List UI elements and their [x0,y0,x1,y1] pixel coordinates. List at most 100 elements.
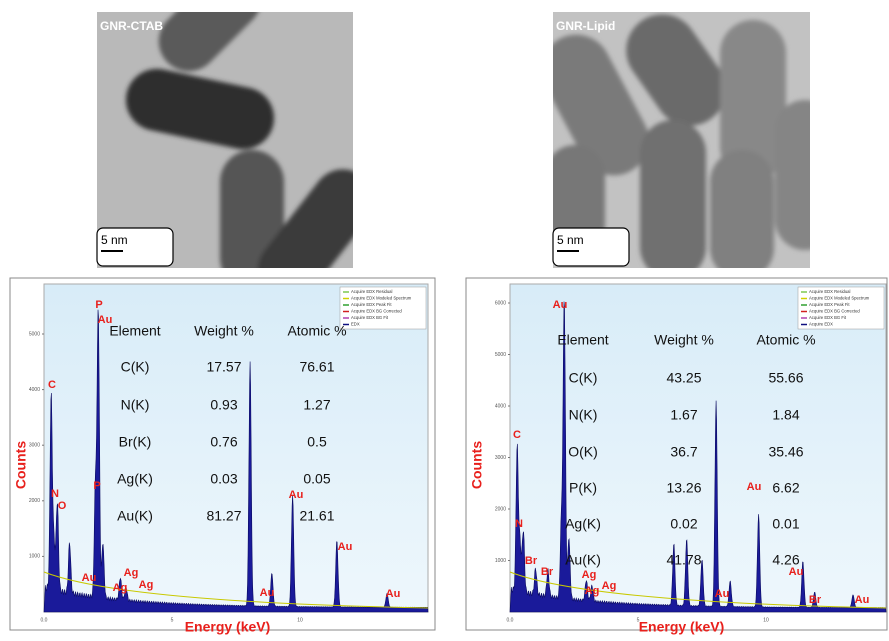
peak-label: Au [98,314,113,326]
peak-label: Au [715,588,730,600]
y-tick-label: 3000 [29,443,40,449]
y-tick-label: 3000 [495,455,506,461]
legend-entry: Acquire EDX Modeled Spectrum [351,296,412,301]
peak-label: N [51,488,59,500]
legend-entry: Acquire EDX BG Fit [809,315,847,320]
panel-label: GNR-Lipid [556,19,615,33]
y-tick-label: 1000 [495,558,506,564]
peak-label: O [58,500,67,512]
scale-bar-box [96,227,174,267]
table-cell: 17.57 [206,359,241,375]
peak-label: Au [386,588,401,600]
scale-bar-label: 5 nm [101,233,128,247]
peak-label: Au [789,566,804,578]
peak-label: Ag [124,567,139,579]
peak-label: Ag [585,585,600,597]
y-tick-label: 4000 [29,387,40,393]
table-cell: 4.26 [772,552,799,568]
peak-label: P [95,299,102,311]
peak-label: Br [809,594,822,606]
table-cell: Ag(K) [565,516,601,532]
peak-label: Au [553,299,568,311]
y-tick-label: 1000 [29,554,40,560]
table-cell: 1.27 [303,397,330,413]
legend-entry: Acquire EDX Peak Fit [351,302,392,307]
x-tick-label: 5 [171,617,174,623]
x-tick-label: 0.0 [41,617,48,623]
y-axis-label: Counts [469,441,485,489]
table-cell: Br(K) [119,434,152,450]
fit-line [43,571,429,609]
table-cell: 1.84 [772,407,799,423]
fit-line [509,571,887,609]
table-header: Weight % [194,323,254,339]
table-cell: 13.26 [666,480,701,496]
legend-entry: Acquire EDX BG Corrected [809,309,860,314]
table-cell: 1.67 [670,407,697,423]
y-tick-label: 2000 [29,498,40,504]
table-cell: 0.03 [210,471,237,487]
peak-label: C [48,379,56,391]
peak-label: Ag [602,580,617,592]
x-tick-label: 10 [763,617,769,623]
table-header: Atomic % [287,323,346,339]
table-header: Weight % [654,332,714,348]
table-cell: 0.5 [307,434,327,450]
table-cell: O(K) [568,444,598,460]
scale-bar-label: 5 nm [557,233,584,247]
peak-label: Ag [582,569,597,581]
legend-entry: Acquire EDX Modeled Spectrum [809,296,870,301]
peak-label: Au [855,594,870,606]
legend-entry: Acquire EDX [809,322,833,327]
peak-label: C [513,429,521,441]
table-cell: Au(K) [117,508,153,524]
table-cell: 76.61 [299,359,334,375]
table-cell: 35.46 [768,444,803,460]
peak-label: Au [260,587,275,599]
x-axis-label: Energy (keV) [185,619,271,635]
x-tick-label: 0.0 [507,617,514,623]
peak-label: N [515,518,523,530]
peak-label: Au [289,489,304,501]
peak-label: Au [338,541,353,553]
legend-box [797,286,885,330]
table-cell: P(K) [569,480,597,496]
x-tick-label: 5 [637,617,640,623]
legend-entry: Acquire EDX Residual [351,289,392,294]
y-tick-label: 4000 [495,403,506,409]
y-tick-label: 5000 [29,331,40,337]
table-cell: C(K) [569,370,598,386]
table-cell: 0.93 [210,397,237,413]
table-header: Element [109,323,160,339]
spectrum [43,309,429,613]
legend-entry: Acquire EDX Peak Fit [809,302,850,307]
table-cell: 43.25 [666,370,701,386]
table-cell: C(K) [121,359,150,375]
table-cell: 0.01 [772,516,799,532]
x-tick-label: 10 [297,617,303,623]
table-cell: 0.76 [210,434,237,450]
scale-bar-box [552,227,630,267]
y-tick-label: 5000 [495,352,506,358]
table-cell: 21.61 [299,508,334,524]
plot-area [509,283,887,613]
legend-entry: Acquire EDX BG Fit [351,315,389,320]
table-cell: Au(K) [565,552,601,568]
table-cell: N(K) [569,407,598,423]
tem-image [97,12,353,268]
legend-entry: EDX [351,322,360,327]
peak-label: Ag [139,579,154,591]
table-cell: 36.7 [670,444,697,460]
table-header: Element [557,332,608,348]
table-cell: N(K) [121,397,150,413]
table-cell: 55.66 [768,370,803,386]
spectrum [509,301,887,613]
legend-entry: Acquire EDX Residual [809,289,850,294]
peak-label: Au [747,481,762,493]
y-tick-label: 2000 [495,506,506,512]
peak-label: Ag [113,582,128,594]
tem-image [553,12,810,268]
table-cell: Ag(K) [117,471,153,487]
